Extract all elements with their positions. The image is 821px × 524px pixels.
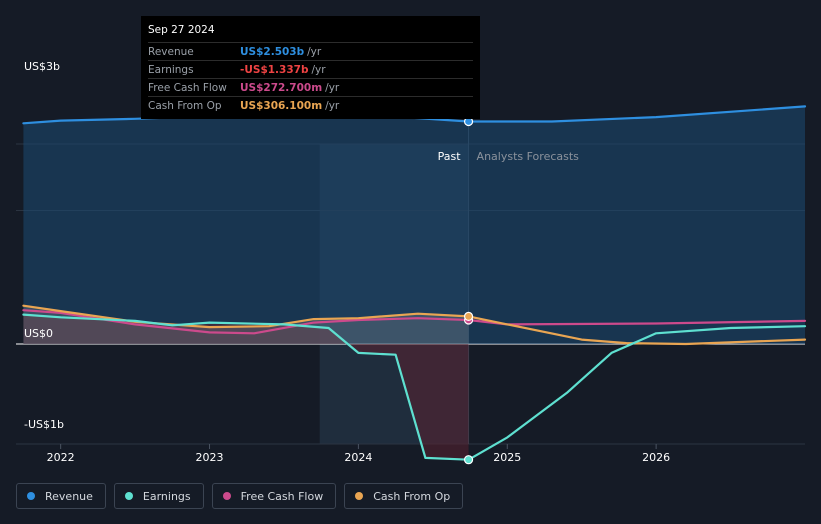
legend-dot-icon [27, 492, 35, 500]
tooltip-row-cash-from-op: Cash From Op US$306.100m /yr [148, 96, 473, 114]
tooltip-row-revenue: Revenue US$2.503b /yr [148, 42, 473, 60]
legend-label: Earnings [142, 489, 191, 503]
legend-item-free-cash-flow[interactable]: Free Cash Flow [211, 483, 337, 509]
tooltip-value: US$2.503b [240, 45, 305, 58]
legend-item-revenue[interactable]: Revenue [16, 483, 106, 509]
tooltip-unit: /yr [307, 45, 322, 58]
tooltip-row-earnings: Earnings -US$1.337b /yr [148, 60, 473, 78]
tooltip-unit: /yr [325, 81, 340, 94]
x-tick-label: 2022 [47, 451, 75, 464]
legend-label: Revenue [45, 489, 93, 503]
marker-earnings [463, 455, 474, 465]
legend-label: Free Cash Flow [240, 489, 324, 503]
series-line-earnings [22, 313, 807, 461]
legend-label: Cash From Op [373, 489, 451, 503]
tooltip-label: Cash From Op [148, 99, 222, 112]
chart-legend: Revenue Earnings Free Cash Flow Cash Fro… [16, 483, 464, 509]
revenue-area [23, 106, 805, 345]
legend-dot-icon [124, 492, 133, 500]
tooltip-value: -US$1.337b [240, 63, 309, 76]
y-tick-label: US$3b [24, 60, 60, 73]
tooltip-date: Sep 27 2024 [148, 24, 215, 36]
series-line-free-cash-flow [22, 309, 807, 335]
x-tick-label: 2023 [196, 451, 224, 464]
cash-area [23, 305, 469, 344]
x-tick-label: 2026 [642, 451, 670, 464]
tooltip-unit: /yr [325, 99, 340, 112]
past-label: Past [438, 150, 462, 163]
forecast-label: Analysts Forecasts [477, 150, 580, 163]
legend-item-earnings[interactable]: Earnings [113, 483, 204, 509]
chart-tooltip: Sep 27 2024 Revenue US$2.503b /yr Earnin… [141, 16, 480, 119]
tooltip-unit: /yr [311, 63, 326, 76]
tooltip-value: US$306.100m [240, 99, 323, 112]
y-tick-label: -US$1b [24, 418, 64, 431]
x-tick-label: 2024 [344, 451, 372, 464]
legend-item-cash-from-op[interactable]: Cash From Op [344, 483, 464, 509]
tooltip-label: Free Cash Flow [148, 81, 227, 94]
tooltip-value: US$272.700m [240, 81, 323, 94]
tooltip-label: Earnings [148, 63, 194, 76]
y-tick-label: US$0 [24, 327, 53, 340]
legend-dot-icon [355, 492, 364, 500]
marker-cash-from-op [463, 311, 474, 322]
tooltip-label: Revenue [148, 45, 194, 58]
x-tick-label: 2025 [493, 451, 521, 464]
tooltip-row-free-cash-flow: Free Cash Flow US$272.700m /yr [148, 78, 473, 96]
legend-dot-icon [222, 492, 231, 500]
